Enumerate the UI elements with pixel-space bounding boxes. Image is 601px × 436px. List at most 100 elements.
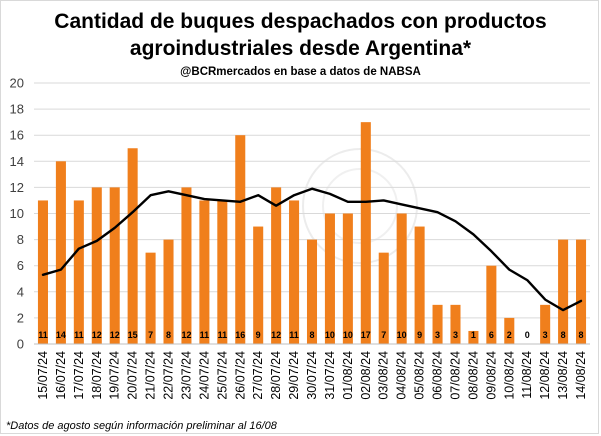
data-label: 16 bbox=[235, 330, 245, 340]
x-tick-label: 18/07/24 bbox=[90, 351, 104, 400]
y-tick-label: 6 bbox=[17, 258, 24, 273]
bar bbox=[450, 304, 461, 344]
data-label: 1 bbox=[471, 330, 476, 340]
bar bbox=[55, 161, 66, 344]
x-tick-label: 23/07/24 bbox=[179, 351, 193, 400]
x-tick-label: 07/08/24 bbox=[448, 351, 462, 400]
bar bbox=[163, 239, 174, 344]
x-tick-label: 26/07/24 bbox=[233, 351, 247, 400]
x-tick-label: 20/07/24 bbox=[126, 351, 140, 400]
x-tick-label: 08/08/24 bbox=[466, 351, 480, 400]
x-tick-label: 22/07/24 bbox=[162, 351, 176, 400]
y-tick-label: 18 bbox=[10, 102, 24, 117]
chart-title: Cantidad de buques despachados con produ… bbox=[0, 8, 601, 62]
bar bbox=[396, 213, 407, 344]
y-tick-label: 2 bbox=[17, 310, 24, 325]
data-label: 6 bbox=[489, 330, 494, 340]
x-tick-label: 02/08/24 bbox=[359, 351, 373, 400]
x-tick-label: 25/07/24 bbox=[215, 351, 229, 400]
data-label: 17 bbox=[361, 330, 371, 340]
x-tick-label: 24/07/24 bbox=[197, 351, 211, 400]
bar bbox=[127, 148, 138, 344]
data-label: 12 bbox=[110, 330, 120, 340]
series-line bbox=[41, 187, 583, 312]
bar bbox=[181, 187, 192, 344]
data-label: 9 bbox=[256, 330, 261, 340]
x-tick-label: 12/08/24 bbox=[538, 351, 552, 400]
x-tick-label: 11/08/24 bbox=[520, 351, 534, 399]
bar bbox=[342, 213, 353, 344]
data-label: 11 bbox=[289, 330, 299, 340]
x-tick-label: 01/08/24 bbox=[341, 351, 355, 400]
x-tick-label: 04/08/24 bbox=[395, 351, 409, 400]
data-label: 11 bbox=[74, 330, 84, 340]
x-tick-label: 16/07/24 bbox=[54, 351, 68, 400]
bar bbox=[199, 200, 210, 344]
x-tick-label: 10/08/24 bbox=[502, 351, 516, 400]
y-tick-label: 14 bbox=[10, 154, 24, 169]
y-tick-label: 16 bbox=[10, 128, 24, 143]
data-label: 9 bbox=[417, 330, 422, 340]
x-tick-label: 09/08/24 bbox=[484, 351, 498, 400]
bar bbox=[432, 304, 443, 344]
data-label: 8 bbox=[166, 330, 171, 340]
data-label: 15 bbox=[128, 330, 138, 340]
x-tick-label: 05/08/24 bbox=[413, 351, 427, 400]
bar bbox=[289, 200, 300, 344]
x-tick-label: 30/07/24 bbox=[305, 351, 319, 400]
bar bbox=[73, 200, 84, 344]
bar bbox=[145, 252, 156, 344]
data-label: 8 bbox=[561, 330, 566, 340]
y-tick-label: 8 bbox=[17, 232, 24, 247]
data-label: 12 bbox=[181, 330, 191, 340]
chart-title-line1: Cantidad de buques despachados con produ… bbox=[54, 10, 547, 33]
data-label: 12 bbox=[92, 330, 102, 340]
bar bbox=[414, 226, 425, 344]
data-label: 2 bbox=[507, 330, 512, 340]
x-tick-label: 27/07/24 bbox=[251, 351, 265, 400]
data-label: 0 bbox=[525, 330, 530, 340]
x-tick-label: 14/08/24 bbox=[574, 351, 588, 400]
data-label: 10 bbox=[343, 330, 353, 340]
footnote: *Datos de agosto según información preli… bbox=[6, 420, 277, 432]
bar bbox=[576, 239, 587, 344]
bar bbox=[235, 135, 246, 344]
data-label: 11 bbox=[218, 330, 228, 340]
bar bbox=[486, 265, 497, 344]
y-tick-label: 20 bbox=[10, 76, 24, 91]
data-label: 3 bbox=[543, 330, 548, 340]
data-label: 8 bbox=[309, 330, 314, 340]
x-tick-label: 06/08/24 bbox=[431, 351, 445, 400]
bar bbox=[91, 187, 102, 344]
data-label: 7 bbox=[381, 330, 386, 340]
bar bbox=[271, 187, 282, 344]
data-label: 8 bbox=[579, 330, 584, 340]
x-tick-label: 17/07/24 bbox=[72, 351, 86, 400]
x-tick-label: 15/07/24 bbox=[36, 351, 50, 400]
bar bbox=[109, 187, 120, 344]
data-label: 14 bbox=[56, 330, 66, 340]
data-label: 3 bbox=[453, 330, 458, 340]
chart-title-line2: agroindustriales desde Argentina* bbox=[129, 37, 472, 60]
bar bbox=[37, 200, 48, 344]
data-label: 12 bbox=[271, 330, 281, 340]
x-tick-label: 13/08/24 bbox=[556, 351, 570, 400]
data-label: 11 bbox=[200, 330, 210, 340]
y-tick-label: 4 bbox=[17, 284, 24, 299]
bar bbox=[253, 226, 264, 344]
data-label: 11 bbox=[38, 330, 48, 340]
y-tick-label: 12 bbox=[10, 180, 24, 195]
bar bbox=[217, 200, 228, 344]
bar bbox=[540, 304, 551, 344]
bar bbox=[324, 213, 335, 344]
watermark-seal-inner bbox=[322, 168, 398, 244]
bar bbox=[504, 317, 515, 344]
y-tick-label: 10 bbox=[10, 206, 24, 221]
x-tick-label: 28/07/24 bbox=[269, 351, 283, 400]
chart-subtitle: @BCRmercados en base a datos de NABSA bbox=[180, 66, 421, 78]
data-label: 10 bbox=[397, 330, 407, 340]
data-label: 10 bbox=[325, 330, 335, 340]
x-tick-label: 29/07/24 bbox=[287, 351, 301, 400]
